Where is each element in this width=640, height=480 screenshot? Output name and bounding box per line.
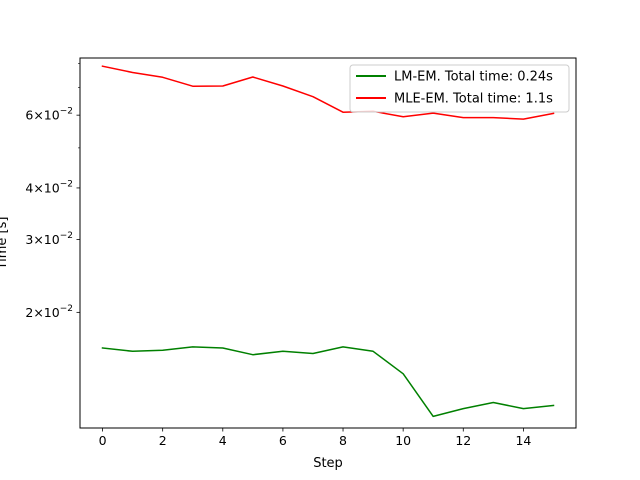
x-axis-ticks: 0 2 4 6 8 10 12 14	[99, 428, 531, 448]
legend: LM-EM. Total time: 0.24s MLE-EM. Total t…	[349, 64, 570, 113]
x-tick-label: 10	[395, 433, 411, 448]
x-tick-label: 2	[159, 433, 167, 448]
x-tick-label: 0	[99, 433, 107, 448]
legend-label-lm-em: LM-EM. Total time: 0.24s	[394, 70, 553, 85]
x-tick-label: 6	[279, 433, 287, 448]
x-tick-label: 4	[219, 433, 227, 448]
y-tick-label: 6×10−2	[25, 107, 73, 123]
y-axis-ticks: 2×10−2 3×10−2 4×10−2 6×10−2	[25, 63, 80, 320]
x-tick-label: 8	[339, 433, 347, 448]
plot-layer	[101, 65, 555, 418]
x-tick-label: 14	[515, 433, 531, 448]
x-tick-label: 12	[455, 433, 471, 448]
series-line-1	[101, 65, 555, 120]
y-tick-label: 3×10−2	[25, 231, 73, 247]
y-tick-label: 4×10−2	[25, 179, 73, 195]
legend-box	[349, 64, 570, 113]
legend-label-mle-em: MLE-EM. Total time: 1.1s	[394, 92, 553, 107]
x-axis-label: Step	[313, 456, 343, 471]
plot-frame	[79, 57, 577, 429]
y-tick-label: 2×10−2	[25, 304, 73, 320]
y-axis-label: Time [s]	[0, 217, 10, 271]
series-line-0	[101, 346, 555, 418]
